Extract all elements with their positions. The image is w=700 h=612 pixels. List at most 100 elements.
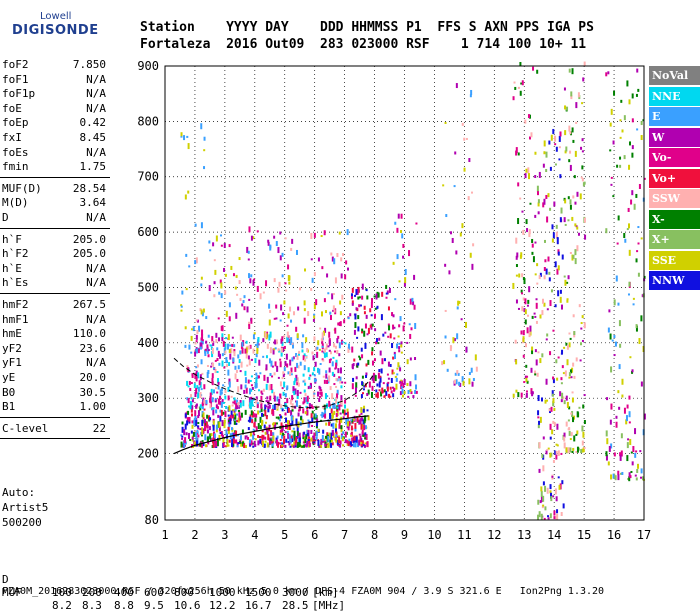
echo-point — [291, 430, 294, 433]
echo-point — [632, 297, 635, 300]
echo-point — [608, 445, 611, 452]
echo-point — [316, 346, 319, 350]
echo-point — [345, 412, 348, 415]
echo-point — [292, 356, 295, 360]
echo-point — [195, 348, 198, 354]
echo-point — [203, 149, 206, 152]
echo-point — [191, 436, 194, 440]
echo-point — [290, 373, 293, 376]
echo-point — [366, 393, 369, 397]
echo-point — [524, 343, 527, 348]
echo-point — [461, 223, 464, 229]
echo-point — [322, 429, 325, 434]
echo-point — [324, 310, 327, 314]
echo-point — [188, 432, 191, 439]
footer-cell: 1500 — [245, 586, 272, 599]
echo-point — [257, 440, 260, 446]
echo-point — [607, 327, 610, 333]
param-value: 8.45 — [79, 131, 107, 144]
echo-point — [283, 435, 286, 442]
echo-point — [377, 342, 380, 345]
echo-point — [258, 410, 261, 413]
echo-point — [329, 412, 332, 419]
echo-point — [456, 333, 459, 340]
echo-point — [572, 417, 575, 423]
echo-point — [331, 293, 334, 300]
echo-point — [254, 382, 257, 389]
echo-point — [279, 444, 282, 448]
echo-point — [562, 503, 565, 509]
echo-point — [362, 408, 365, 413]
echo-point — [322, 330, 325, 336]
echo-point — [274, 339, 277, 345]
echo-point — [286, 419, 289, 425]
echo-point — [256, 375, 259, 380]
echo-point — [561, 349, 564, 354]
echo-point — [354, 394, 357, 397]
param-label: C-level — [2, 421, 49, 435]
echo-point — [544, 506, 547, 511]
x-tick-label: 13 — [517, 528, 531, 542]
echo-point — [530, 132, 533, 138]
echo-point — [526, 380, 529, 384]
echo-point — [215, 409, 218, 414]
echo-point — [248, 226, 251, 233]
echo-point — [539, 272, 542, 277]
echo-point — [248, 298, 251, 301]
echo-point — [342, 416, 345, 420]
echo-point — [310, 232, 313, 239]
echo-point — [203, 384, 206, 390]
echo-point — [580, 342, 583, 346]
echo-point — [606, 438, 609, 445]
echo-point — [545, 268, 548, 275]
footer-cell: 28.5 — [282, 599, 309, 612]
echo-point — [571, 216, 574, 221]
echo-point — [346, 440, 349, 444]
echo-point — [575, 225, 578, 228]
echo-point — [269, 245, 272, 249]
echo-point — [292, 427, 295, 430]
echo-point — [191, 405, 194, 410]
echo-point — [605, 454, 608, 461]
echo-point — [367, 327, 370, 334]
echo-point — [313, 392, 316, 395]
echo-point — [235, 403, 238, 410]
footer-cell: 8.8 — [114, 599, 134, 612]
param-row: foF1 N/A — [2, 73, 108, 87]
echo-point — [450, 345, 453, 349]
echo-point — [531, 238, 534, 243]
echo-point — [283, 345, 286, 349]
echo-point — [312, 439, 315, 442]
echo-point — [571, 397, 574, 403]
echo-point — [380, 368, 383, 374]
param-row: B1 1.00 — [2, 400, 108, 414]
echo-point — [512, 393, 515, 398]
echo-point — [313, 336, 316, 342]
echo-point — [232, 273, 235, 277]
echo-point — [374, 328, 377, 332]
echo-point — [549, 166, 552, 171]
echo-point — [371, 347, 374, 352]
auto-label: Auto: — [2, 486, 36, 499]
echo-point — [218, 426, 221, 432]
echo-point — [216, 358, 219, 362]
echo-point — [360, 394, 363, 399]
echo-point — [343, 404, 346, 409]
echo-point — [472, 243, 475, 247]
echo-point — [211, 445, 214, 449]
echo-point — [279, 231, 282, 235]
echo-point — [213, 259, 216, 262]
echo-point — [331, 442, 334, 446]
echo-point — [354, 294, 357, 297]
echo-point — [400, 213, 403, 219]
echo-point — [634, 452, 637, 458]
echo-point — [330, 432, 333, 439]
echo-point — [241, 429, 244, 435]
echo-point — [269, 347, 272, 354]
echo-point — [200, 123, 203, 130]
echo-point — [218, 291, 221, 295]
legend-item: X+ — [649, 230, 700, 249]
echo-point — [270, 360, 273, 367]
echo-point — [311, 372, 314, 376]
echo-point — [364, 432, 367, 436]
